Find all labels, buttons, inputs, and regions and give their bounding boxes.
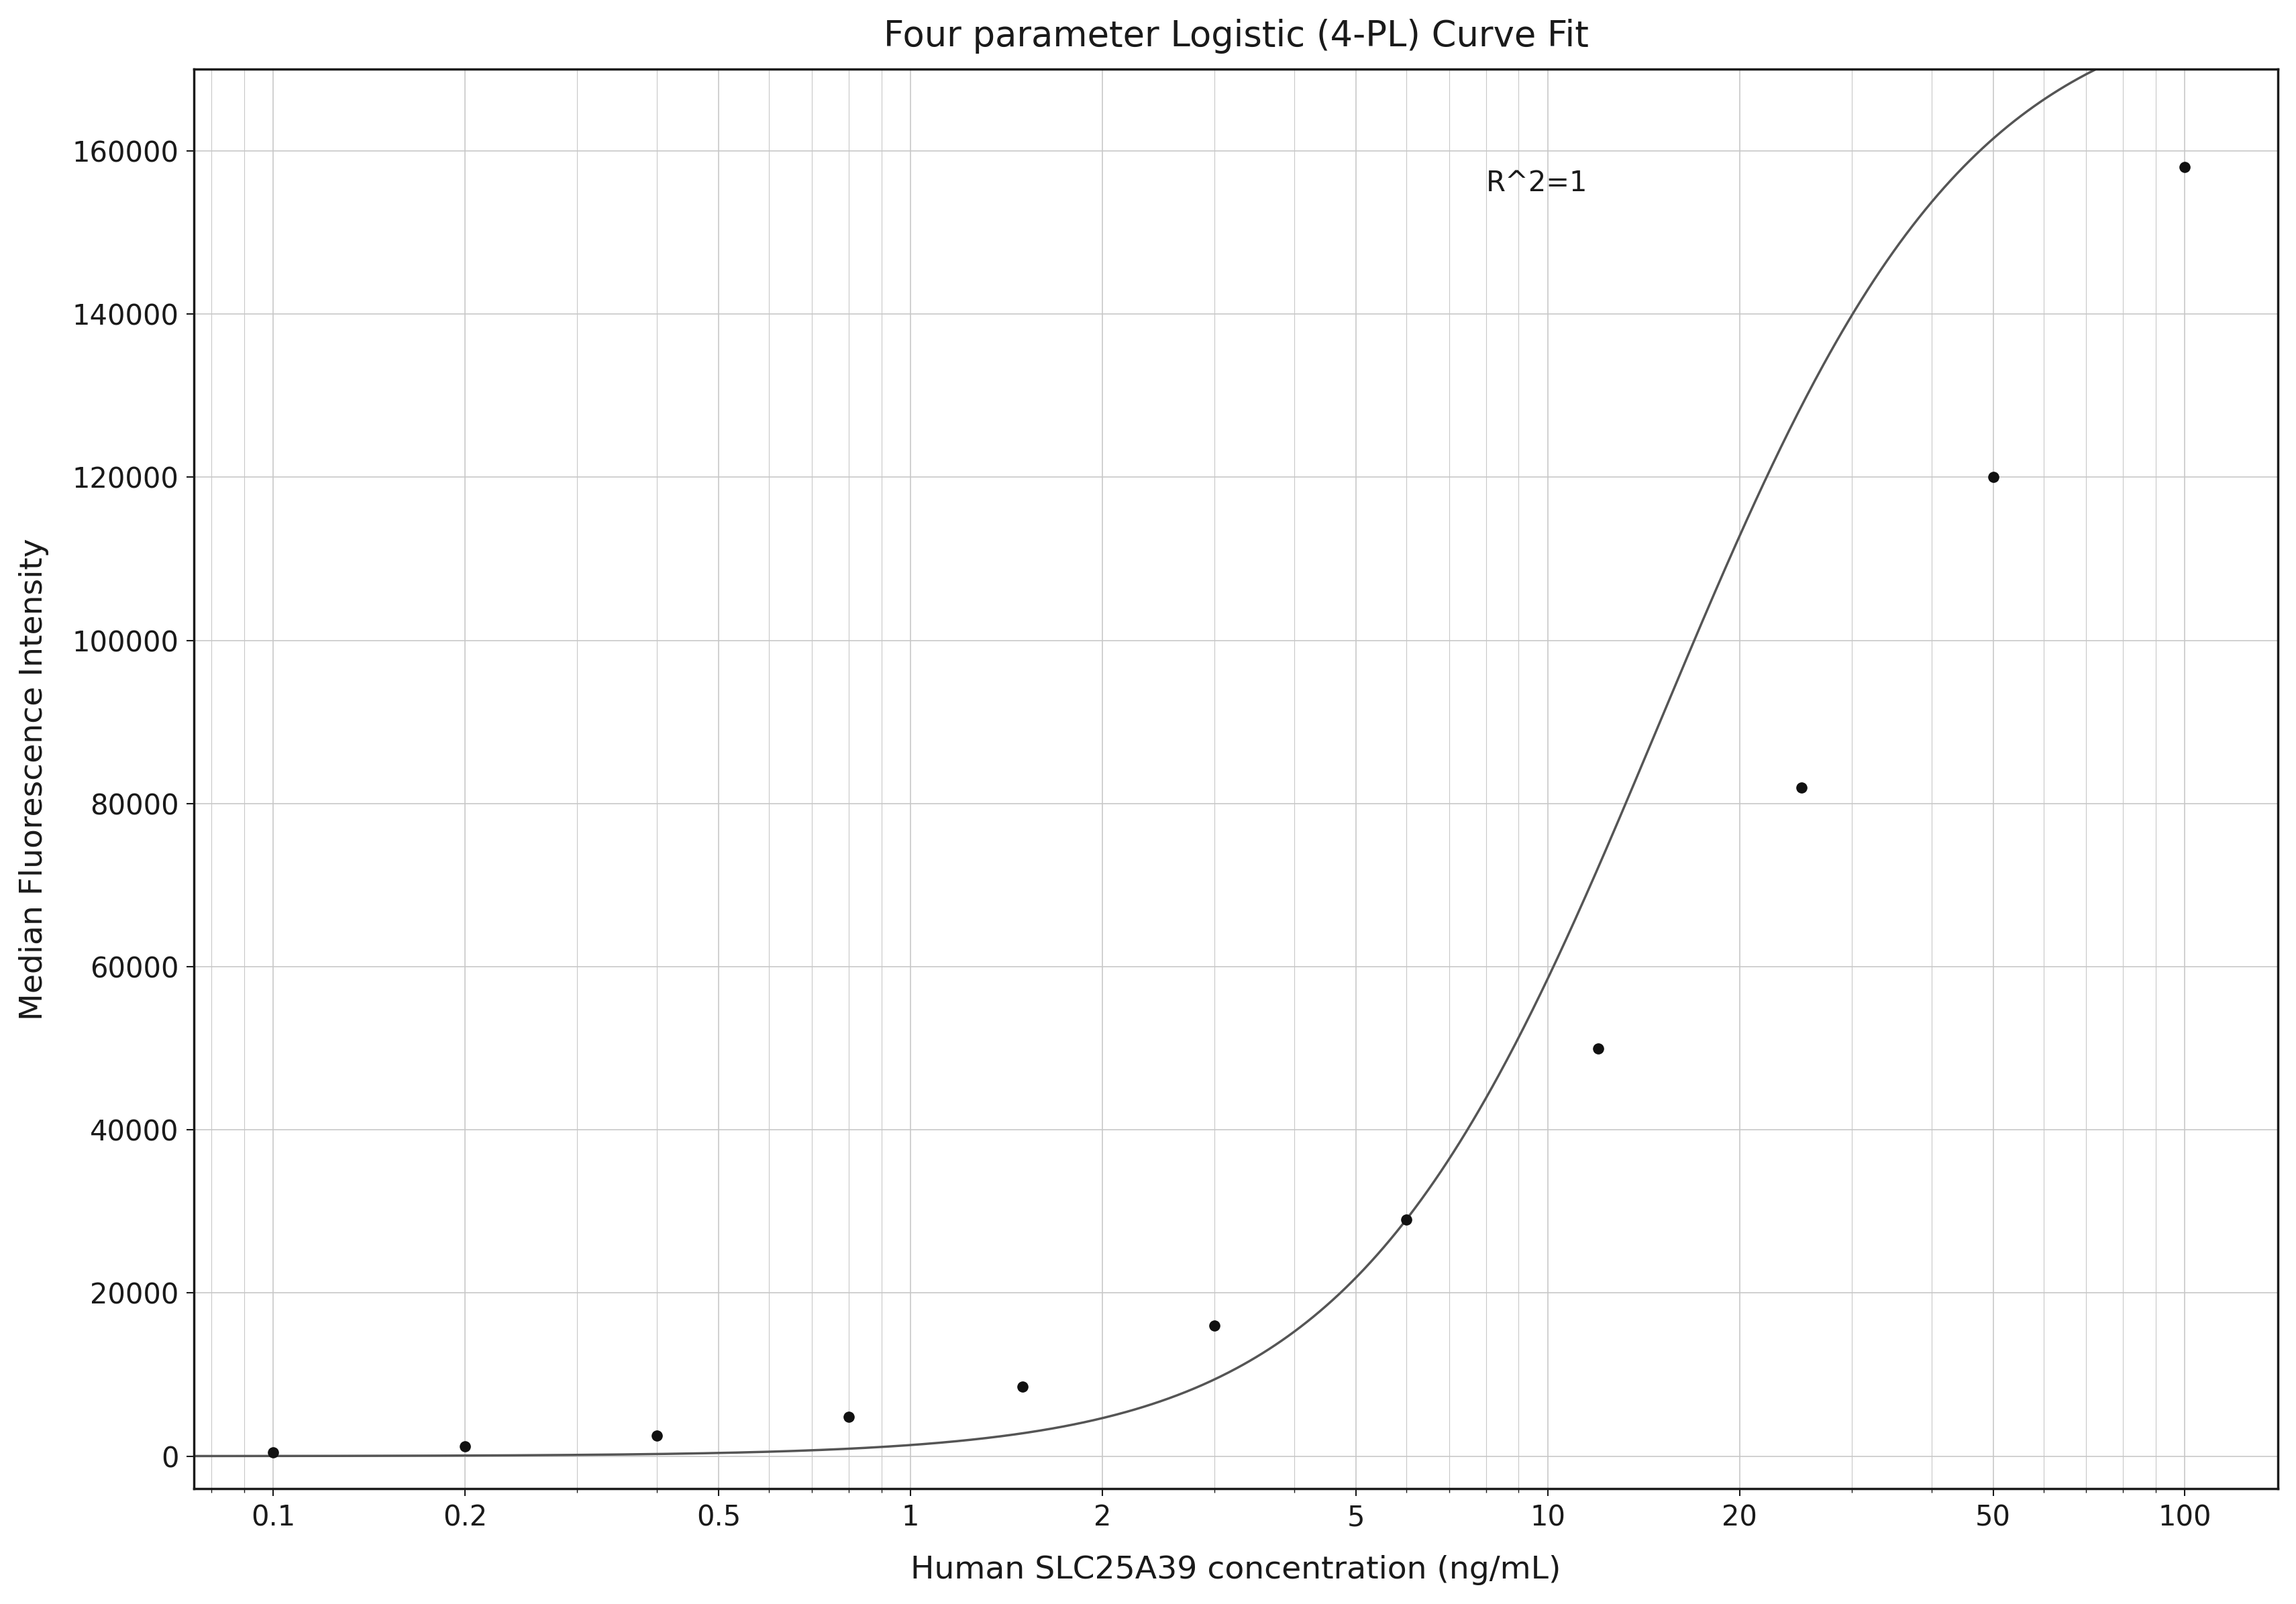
Point (448, 1434, 484, 1460)
Point (1782, 775, 1818, 800)
Point (1387, 1206, 1424, 1232)
Y-axis label: Median Fluorescence Intensity: Median Fluorescence Intensity (18, 537, 48, 1020)
Point (2165, 154, 2202, 180)
Text: R^2=1: R^2=1 (1486, 168, 1587, 197)
Point (1196, 1312, 1233, 1338)
Point (1975, 465, 2011, 491)
Point (1580, 1036, 1616, 1062)
X-axis label: Human SLC25A39 concentration (ng/mL): Human SLC25A39 concentration (ng/mL) (912, 1556, 1561, 1585)
Title: Four parameter Logistic (4-PL) Curve Fit: Four parameter Logistic (4-PL) Curve Fit (884, 19, 1589, 53)
Point (831, 1404, 868, 1429)
Point (255, 1439, 292, 1464)
Point (638, 1423, 675, 1448)
Point (1003, 1375, 1040, 1400)
